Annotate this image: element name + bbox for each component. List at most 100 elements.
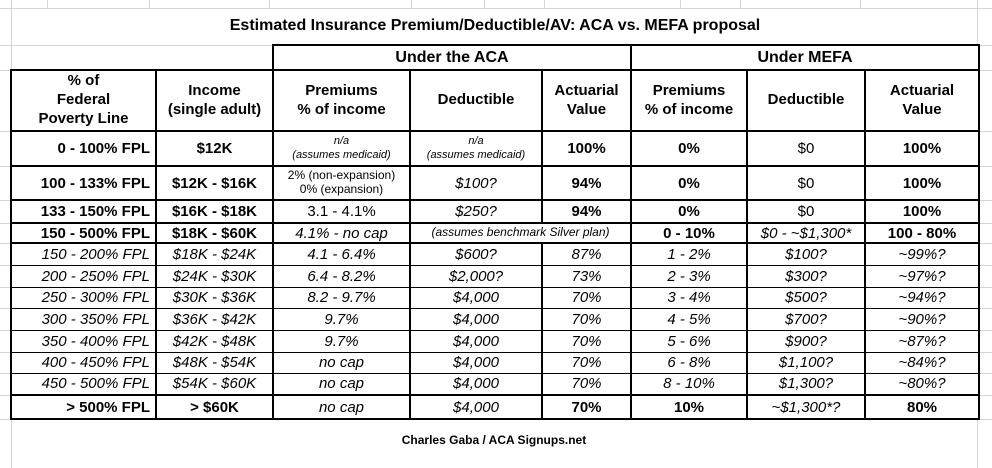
- aca-deductible-cell: $4,000: [409, 373, 543, 396]
- mefa-av-cell: ~94%?: [864, 287, 980, 309]
- fpl-cell: 300 - 350% FPL: [10, 308, 157, 331]
- mefa-av-cell: ~99%?: [864, 243, 980, 266]
- income-cell: $24K - $30K: [155, 265, 274, 288]
- mefa-av-cell: ~80%?: [864, 373, 980, 396]
- gridline: [0, 8, 992, 9]
- gridline: [976, 287, 992, 288]
- aca-av-cell: 70%: [541, 308, 632, 331]
- header-mefa-deductible: Deductible: [746, 69, 866, 132]
- header-mefa-av: Actuarial Value: [864, 69, 980, 132]
- gridline: [0, 223, 11, 224]
- aca-premiums-cell: 4.1% - no cap: [272, 223, 411, 244]
- header-mefa-premiums: Premiums % of income: [630, 69, 748, 132]
- aca-deductible-cell: n/a (assumes medicaid): [409, 131, 543, 167]
- gridline: [0, 45, 274, 46]
- mefa-premiums-cell: 6 - 8%: [630, 352, 748, 374]
- mefa-premiums-cell: 0%: [630, 200, 748, 224]
- mefa-av-cell: ~84%?: [864, 352, 980, 374]
- gridline: [544, 0, 545, 8]
- column-header-row: % of Federal Poverty Line Income (single…: [10, 69, 980, 132]
- mefa-premiums-cell: 2 - 3%: [630, 265, 748, 288]
- mefa-premiums-cell: 8 - 10%: [630, 373, 748, 396]
- gridline: [484, 0, 485, 8]
- gridline: [860, 0, 861, 8]
- aca-av-cell: 70%: [541, 373, 632, 396]
- mefa-deductible-cell: $100?: [746, 243, 866, 266]
- mefa-premiums-cell: 0%: [630, 166, 748, 201]
- aca-av-cell: 94%: [541, 200, 632, 224]
- gridline: [976, 45, 992, 46]
- table-row: > 500% FPL > $60K no cap $4,000 70% 10% …: [10, 395, 980, 420]
- mefa-av-cell: 100 - 80%: [864, 223, 980, 244]
- gridline: [0, 166, 11, 167]
- aca-deductible-cell: $4,000: [409, 308, 543, 331]
- fpl-cell: 150 - 500% FPL: [10, 223, 157, 244]
- header-fpl: % of Federal Poverty Line: [10, 69, 157, 132]
- aca-premiums-cell: n/a (assumes medicaid): [272, 131, 411, 167]
- gridline: [976, 131, 992, 132]
- gridline: [976, 243, 992, 244]
- gridline: [976, 373, 992, 374]
- aca-deductible-cell: $4,000: [409, 352, 543, 374]
- mefa-premiums-cell: 4 - 5%: [630, 308, 748, 331]
- income-cell: > $60K: [155, 395, 274, 420]
- mefa-deductible-cell: $500?: [746, 287, 866, 309]
- income-cell: $12K - $16K: [155, 166, 274, 201]
- income-cell: $16K - $18K: [155, 200, 274, 224]
- aca-premiums-cell: no cap: [272, 395, 411, 420]
- mefa-av-cell: ~90%?: [864, 308, 980, 331]
- income-cell: $42K - $48K: [155, 330, 274, 353]
- aca-premiums-cell: 4.1 - 6.4%: [272, 243, 411, 266]
- comparison-table: Estimated Insurance Premium/Deductible/A…: [10, 8, 980, 420]
- mefa-deductible-cell: $300?: [746, 265, 866, 288]
- aca-premiums-cell: 3.1 - 4.1%: [272, 200, 411, 224]
- table-title: Estimated Insurance Premium/Deductible/A…: [229, 17, 761, 34]
- mefa-av-cell: 80%: [864, 395, 980, 420]
- aca-deductible-cell: $250?: [409, 200, 543, 224]
- fpl-cell: 100 - 133% FPL: [10, 166, 157, 201]
- fpl-cell: 400 - 450% FPL: [10, 352, 157, 374]
- gridline: [149, 0, 150, 8]
- gridline: [976, 395, 992, 396]
- income-cell: $18K - $60K: [155, 223, 274, 244]
- group-header-mefa: Under MEFA: [630, 44, 980, 71]
- table-row: 250 - 300% FPL $30K - $36K 8.2 - 9.7% $4…: [10, 287, 980, 309]
- gridline: [269, 0, 270, 8]
- table-row: 100 - 133% FPL $12K - $16K 2% (non-expan…: [10, 166, 980, 201]
- gridline: [0, 419, 11, 420]
- income-cell: $54K - $60K: [155, 373, 274, 396]
- table-row: 350 - 400% FPL $42K - $48K 9.7% $4,000 7…: [10, 330, 980, 353]
- fpl-cell: 133 - 150% FPL: [10, 200, 157, 224]
- fpl-cell: 0 - 100% FPL: [10, 131, 157, 167]
- fpl-cell: 350 - 400% FPL: [10, 330, 157, 353]
- source-credit: Charles Gaba / ACA Signups.net: [401, 433, 587, 447]
- gridline: [0, 243, 11, 244]
- mefa-deductible-cell: $700?: [746, 308, 866, 331]
- mefa-premiums-cell: 0 - 10%: [630, 223, 748, 244]
- gridline: [976, 352, 992, 353]
- aca-av-cell: 70%: [541, 352, 632, 374]
- mefa-premiums-cell: 10%: [630, 395, 748, 420]
- gridline: [0, 200, 11, 201]
- fpl-cell: 200 - 250% FPL: [10, 265, 157, 288]
- aca-av-cell: 100%: [541, 131, 632, 167]
- aca-deductible-cell: $100?: [409, 166, 543, 201]
- aca-premiums-cell: 6.4 - 8.2%: [272, 265, 411, 288]
- aca-premiums-cell: no cap: [272, 352, 411, 374]
- title-row: Estimated Insurance Premium/Deductible/A…: [11, 8, 979, 45]
- header-income: Income (single adult): [155, 69, 274, 132]
- aca-deductible-cell: $4,000: [409, 330, 543, 353]
- gridline: [0, 330, 11, 331]
- aca-premiums-cell: no cap: [272, 373, 411, 396]
- mefa-deductible-cell: $0: [746, 131, 866, 167]
- aca-av-cell: 70%: [541, 287, 632, 309]
- gridline: [976, 308, 992, 309]
- gridline: [0, 287, 11, 288]
- mefa-av-cell: 100%: [864, 166, 980, 201]
- mefa-deductible-cell: $0: [746, 166, 866, 201]
- aca-deductible-av-merged-cell: (assumes benchmark Silver plan): [409, 223, 632, 244]
- aca-deductible-cell: $4,000: [409, 287, 543, 309]
- gridline: [411, 0, 412, 8]
- fpl-cell: 450 - 500% FPL: [10, 373, 157, 396]
